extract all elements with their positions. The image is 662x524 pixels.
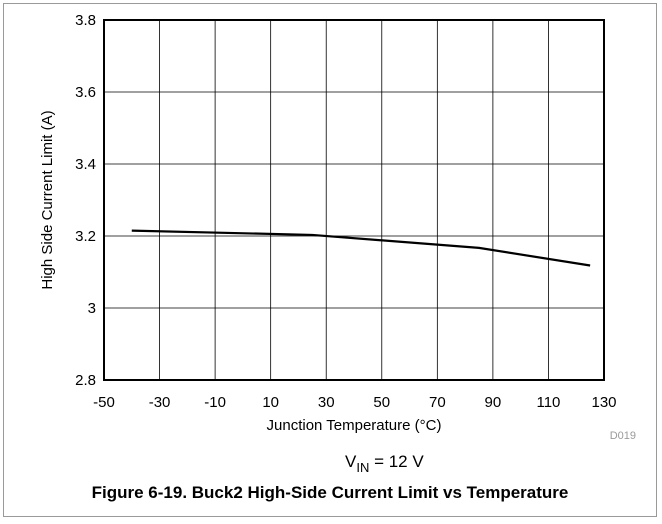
- x-tick-labels: -50 -30 -10 10 30 50 70 90 110 130: [93, 394, 616, 411]
- y-tick-label: 3.8: [75, 12, 96, 29]
- x-tick-label: -50: [93, 394, 115, 411]
- x-axis-label: Junction Temperature (°C): [267, 417, 442, 434]
- y-tick-labels: 2.8 3 3.2 3.4 3.6 3.8: [75, 12, 96, 389]
- x-tick-label: 10: [262, 394, 279, 411]
- grid-lines: [104, 20, 604, 380]
- y-tick-label: 2.8: [75, 372, 96, 389]
- condition-subscript: IN: [356, 460, 369, 475]
- plot-area: [103, 19, 605, 381]
- x-tick-label: -10: [204, 394, 226, 411]
- figure-caption: Figure 6-19. Buck2 High-Side Current Lim…: [91, 483, 569, 502]
- x-tick-label: 70: [429, 394, 446, 411]
- condition-annotation: VIN = 12 V: [345, 452, 424, 475]
- figure-code: D019: [610, 430, 636, 442]
- x-tick-label: 130: [591, 394, 616, 411]
- x-tick-label: 30: [318, 394, 335, 411]
- y-tick-label: 3.6: [75, 84, 96, 101]
- series-group: [131, 229, 591, 267]
- x-tick-label: 50: [373, 394, 390, 411]
- y-axis-label: High Side Current Limit (A): [39, 110, 56, 289]
- condition-main: V: [345, 452, 357, 471]
- x-tick-label: 90: [485, 394, 502, 411]
- figure-frame: [3, 3, 657, 517]
- y-tick-label: 3.4: [75, 156, 96, 173]
- y-tick-label: 3: [88, 300, 96, 317]
- series-line: [131, 229, 591, 267]
- condition-rest: = 12 V: [369, 452, 424, 471]
- x-tick-label: -30: [149, 394, 171, 411]
- y-tick-label: 3.2: [75, 228, 96, 245]
- x-tick-label: 110: [536, 394, 560, 411]
